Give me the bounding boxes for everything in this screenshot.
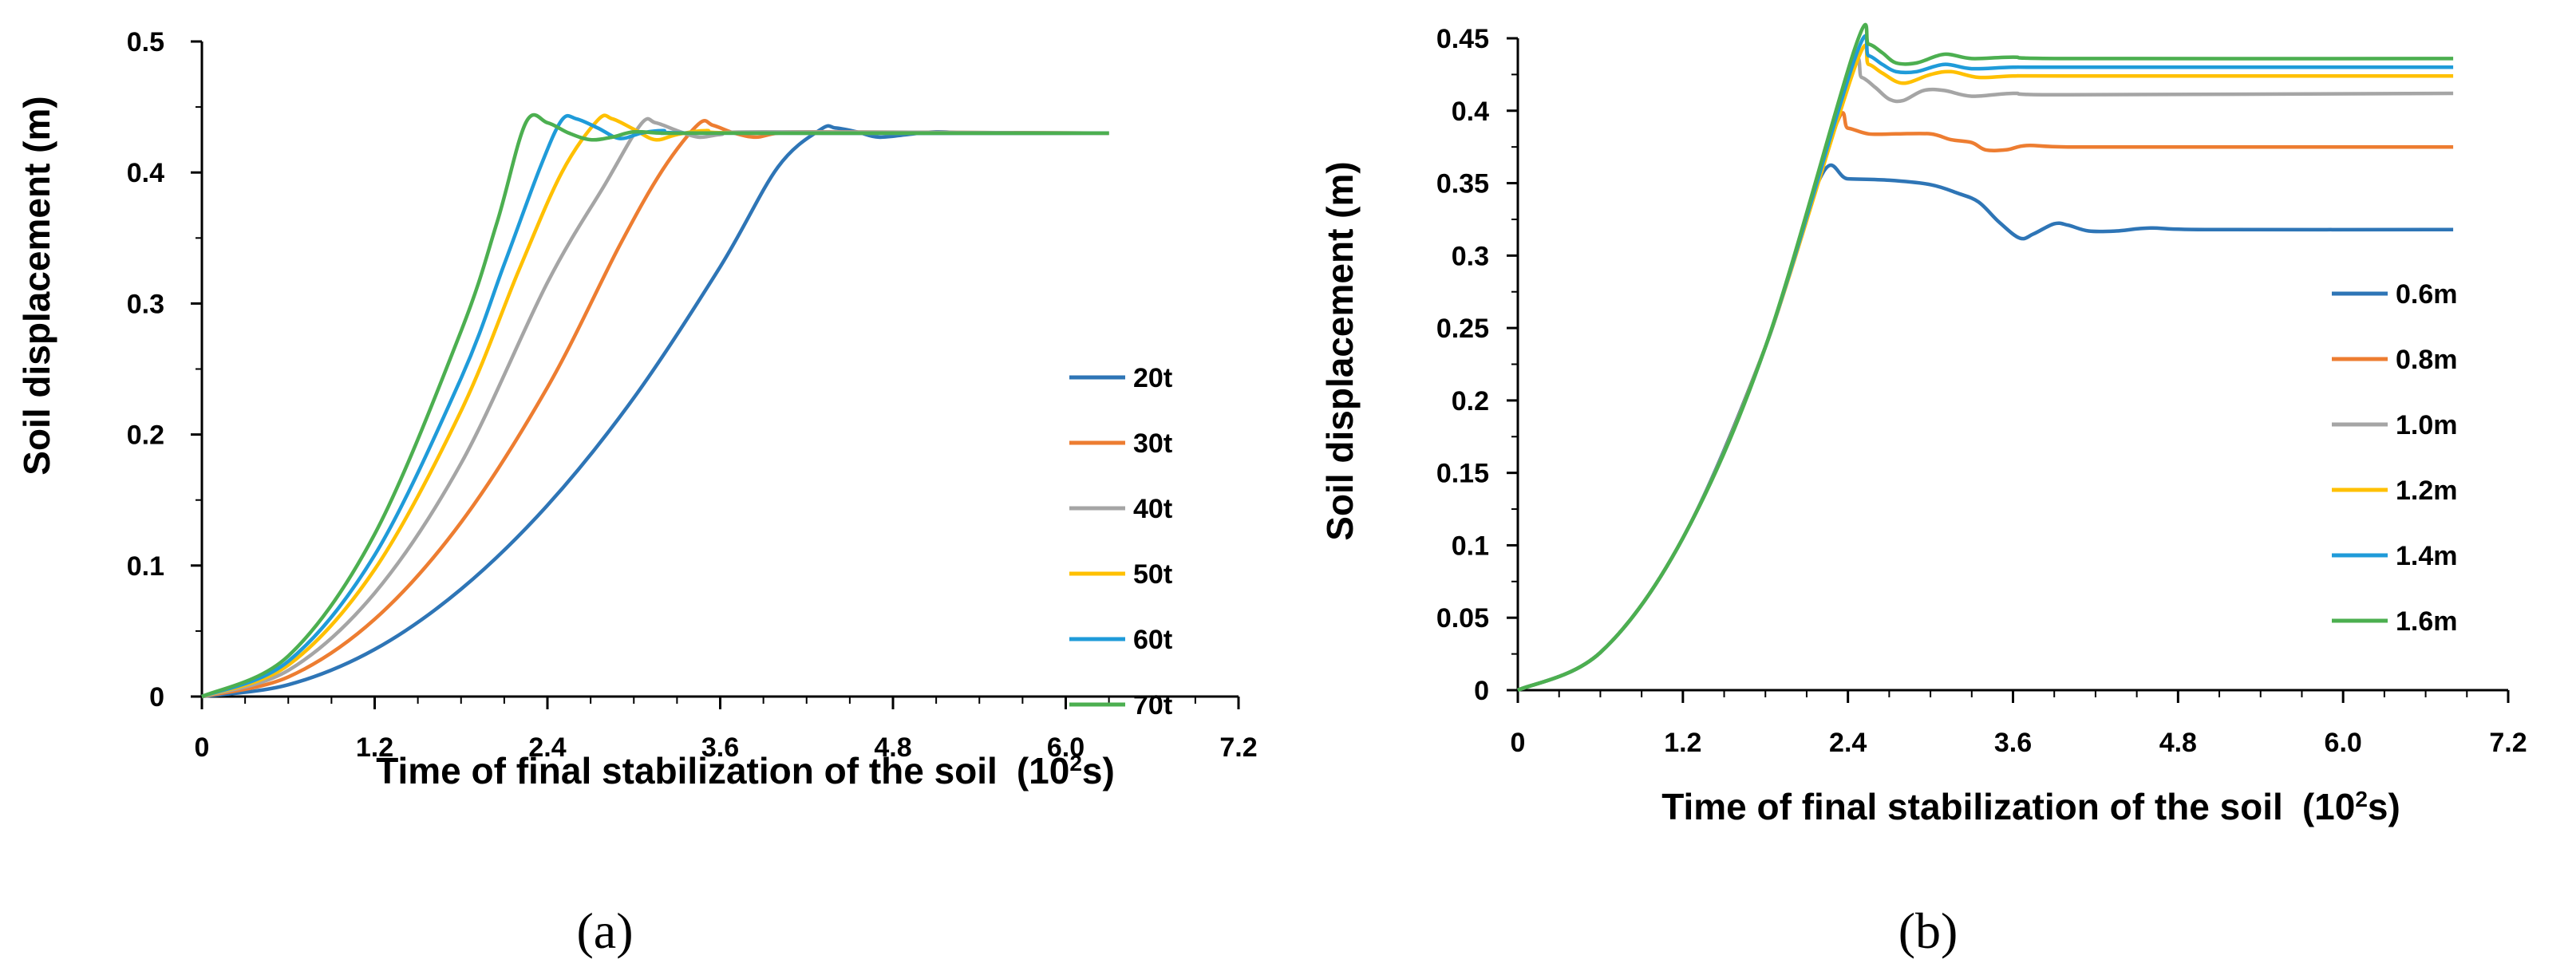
y-axis-title-a: Soil displacement (m): [16, 96, 57, 475]
x-tick-label-b: 3.6: [1994, 728, 2032, 758]
x-tick-label-b: 6.0: [2325, 728, 2362, 758]
y-tick-label-b: 0.05: [1436, 603, 1489, 634]
x-axis-title-a: Time of final stabilization of the soil (…: [376, 750, 1115, 791]
y-tick-label-b: 0.35: [1436, 169, 1489, 199]
y-tick-label-a: 0: [149, 682, 164, 712]
x-axis-title-a-text: Time of final stabilization of the soil: [376, 750, 998, 791]
x-axis-unit-sup-a: 2: [1069, 751, 1082, 776]
legend-label-a-50t: 50t: [1133, 559, 1172, 590]
y-axis-title-b: Soil displacement (m): [1319, 161, 1361, 540]
x-axis-unit-sup-b: 2: [2355, 787, 2368, 811]
plot-area-b: 0 1.2 2.4 3.6 4.8 6.0 7.2 0 0.05 0.1 0.15 0.2 0.25 0.…: [1436, 22, 2527, 758]
x-axis-unit-prefix-a: (10: [1017, 750, 1069, 791]
x-tick-label-b: 2.4: [1829, 728, 1867, 758]
series-line-b-1.6m: [1517, 22, 2454, 693]
x-axis-unit-suffix-a: s): [1082, 750, 1115, 791]
x-tick-label-a: 6.0: [1047, 732, 1085, 763]
y-tick-label-b: 0.25: [1436, 314, 1489, 344]
legend-label-b-1.0m: 1.0m: [2396, 410, 2458, 440]
x-axis-unit-suffix-b: s): [2368, 786, 2400, 827]
y-tick-label-b: 0.4: [1452, 97, 1489, 127]
x-axis-unit-prefix-b: (10: [2302, 786, 2355, 827]
legend-label-a-30t: 30t: [1133, 428, 1172, 459]
panel-a: 0 1.2 2.4 3.6 4.8 6.0 7.2 0 0.1 0.2 0.3 0.4 0.5 20t 30…: [16, 27, 1258, 959]
x-tick-label-a: 4.8: [874, 732, 911, 763]
x-axis-title-b: Time of final stabilization of the soil (…: [1661, 786, 2400, 827]
legend-label-b-0.6m: 0.6m: [2396, 279, 2458, 310]
y-tick-label-b: 0: [1474, 676, 1489, 706]
y-tick-label-b: 0.1: [1452, 531, 1489, 561]
panel-b: 0 1.2 2.4 3.6 4.8 6.0 7.2 0 0.05 0.1 0.15 0.2 0.25 0.…: [1319, 22, 2527, 959]
series-line-a-70t: [201, 112, 1109, 699]
legend-label-b-1.4m: 1.4m: [2396, 541, 2458, 571]
y-tick-label-a: 0.5: [127, 27, 164, 57]
y-tick-label-a: 0.1: [127, 551, 164, 582]
x-tick-label-b: 7.2: [2489, 728, 2527, 758]
x-tick-label-b: 4.8: [2159, 728, 2197, 758]
x-tick-label-a: 0: [195, 732, 210, 763]
y-tick-label-b: 0.15: [1436, 459, 1489, 489]
y-tick-label-a: 0.3: [127, 289, 164, 319]
plot-area-a: 0 1.2 2.4 3.6 4.8 6.0 7.2 0 0.1 0.2 0.3 0.4 0.5 20t 30…: [127, 27, 1258, 763]
x-tick-label-b: 1.2: [1664, 728, 1701, 758]
y-tick-label-b: 0.45: [1436, 24, 1489, 54]
y-tick-label-b: 0.2: [1452, 386, 1489, 416]
legend-label-a-20t: 20t: [1133, 363, 1172, 393]
x-tick-label-a: 1.2: [356, 732, 393, 763]
y-tick-label-b: 0.3: [1452, 241, 1489, 271]
legend-label-a-40t: 40t: [1133, 494, 1172, 524]
x-tick-label-b: 0: [1511, 728, 1526, 758]
legend-label-b-0.8m: 0.8m: [2396, 345, 2458, 375]
legend-label-b-1.6m: 1.6m: [2396, 606, 2458, 637]
legend-label-a-70t: 70t: [1133, 690, 1172, 720]
x-tick-label-a: 3.6: [701, 732, 739, 763]
x-axis-title-b-text: Time of final stabilization of the soil: [1661, 786, 2283, 827]
panel-label-b: (b): [1898, 902, 1958, 959]
y-tick-label-a: 0.4: [127, 158, 164, 188]
x-tick-label-a: 2.4: [528, 732, 566, 763]
legend-label-a-60t: 60t: [1133, 625, 1172, 655]
panel-label-a: (a): [576, 902, 633, 959]
legend-label-b-1.2m: 1.2m: [2396, 476, 2458, 506]
y-tick-label-a: 0.2: [127, 420, 164, 451]
x-tick-label-a: 7.2: [1219, 732, 1257, 763]
